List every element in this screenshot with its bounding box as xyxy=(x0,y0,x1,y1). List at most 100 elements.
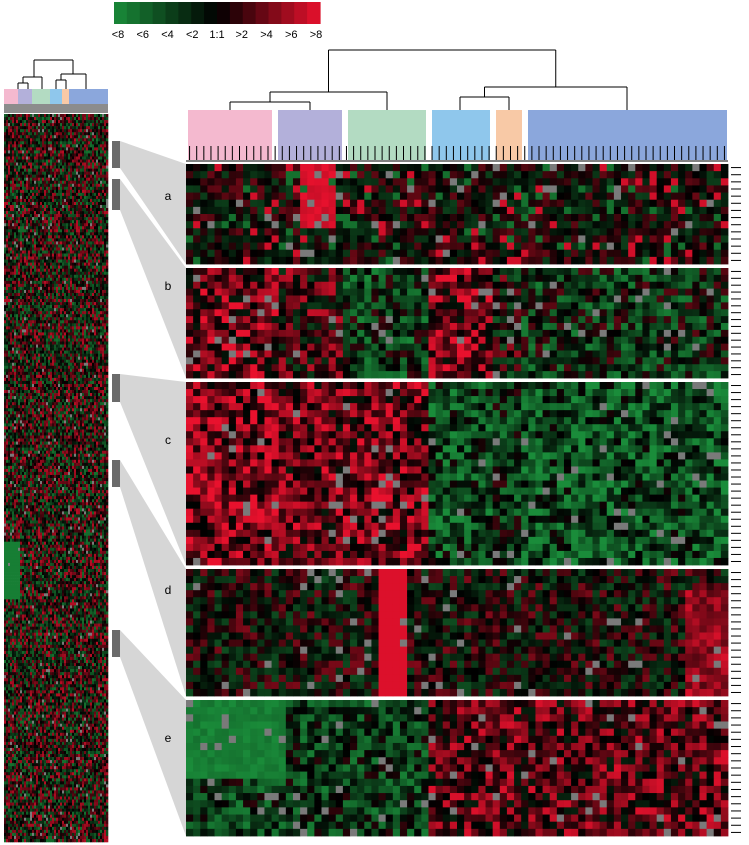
overview-cell xyxy=(54,238,57,242)
overview-cell xyxy=(8,292,11,297)
overview-cell xyxy=(50,292,53,297)
overview-cell xyxy=(88,205,91,209)
overview-cell xyxy=(60,289,63,294)
overview-cell xyxy=(84,174,87,178)
overview-cell xyxy=(70,329,73,333)
overview-cell xyxy=(98,144,101,148)
overview-cell xyxy=(102,220,105,224)
overview-cell xyxy=(78,393,81,397)
overview-cell xyxy=(104,192,107,197)
overview-cell xyxy=(18,241,21,245)
overview-cell xyxy=(54,226,57,230)
overview-cell xyxy=(60,356,63,360)
overview-cell xyxy=(84,150,87,154)
overview-cell xyxy=(58,253,61,257)
overview-cell xyxy=(60,168,63,172)
overview-cell xyxy=(72,214,75,218)
overview-cell xyxy=(74,129,77,133)
overview-cell xyxy=(30,344,33,348)
overview-cell xyxy=(64,262,67,266)
overview-cell xyxy=(50,232,53,236)
overview-cell xyxy=(90,177,93,182)
overview-cell xyxy=(10,208,13,212)
overview-cell xyxy=(56,286,59,291)
overview-cell xyxy=(96,262,99,266)
overview-cell xyxy=(40,180,43,185)
overview-cell xyxy=(28,335,31,339)
overview-cell xyxy=(102,208,105,212)
overview-cell xyxy=(4,250,7,254)
overview-cell xyxy=(84,156,87,160)
overview-cell xyxy=(56,256,59,260)
overview-cell xyxy=(104,329,107,333)
overview-cell xyxy=(4,289,7,294)
overview-cell xyxy=(34,335,37,339)
overview-cell xyxy=(48,347,51,351)
overview-cell xyxy=(80,371,83,376)
overview-cell xyxy=(14,265,17,269)
overview-cell xyxy=(64,341,67,345)
overview-cell xyxy=(28,271,31,276)
overview-cell xyxy=(58,229,61,233)
overview-cell xyxy=(76,156,79,160)
overview-cell xyxy=(26,241,29,245)
overview-cell xyxy=(86,201,89,206)
overview-cell xyxy=(82,332,85,336)
overview-cell xyxy=(74,320,77,324)
overview-cell xyxy=(38,195,41,200)
overview-cell xyxy=(4,144,7,148)
overview-cell xyxy=(76,144,79,148)
overview-cell xyxy=(34,174,37,178)
overview-cell xyxy=(62,174,65,178)
overview-cell xyxy=(6,335,9,339)
overview-cell xyxy=(26,208,29,212)
overview-cell xyxy=(86,141,89,145)
overview-cell xyxy=(54,356,57,360)
overview-cell xyxy=(104,138,107,142)
overview-cell xyxy=(10,177,13,182)
overview-cell xyxy=(52,320,55,324)
overview-cell xyxy=(16,120,19,124)
overview-cell xyxy=(6,183,9,188)
overview-cell xyxy=(86,268,89,273)
overview-cell xyxy=(56,250,59,254)
overview-cell xyxy=(104,189,107,194)
overview-cell xyxy=(84,180,87,185)
overview-cell xyxy=(34,168,37,172)
overview-cell xyxy=(58,198,61,203)
overview-cell xyxy=(68,132,71,136)
overview-cell xyxy=(74,314,77,318)
overview-cell xyxy=(48,186,51,191)
overview-cell xyxy=(14,296,17,300)
overview-cell xyxy=(22,214,25,218)
overview-cell xyxy=(6,126,9,130)
overview-cell xyxy=(80,214,83,218)
overview-cell xyxy=(104,323,107,327)
overview-cell xyxy=(22,344,25,348)
overview-cell xyxy=(100,235,103,239)
overview-cell xyxy=(94,329,97,333)
overview-cell xyxy=(88,183,91,188)
overview-cell xyxy=(12,238,15,242)
overview-cell xyxy=(100,165,103,169)
overview-cell xyxy=(44,323,47,327)
overview-cell xyxy=(24,256,27,260)
overview-cell xyxy=(8,168,11,172)
overview-cell xyxy=(100,359,103,364)
overview-cell xyxy=(44,135,47,139)
overview-cell xyxy=(50,156,53,160)
overview-cell xyxy=(94,177,97,182)
overview-cell xyxy=(62,211,65,215)
overview-cell xyxy=(18,350,21,354)
overview-cell xyxy=(46,165,49,169)
overview-cell xyxy=(14,271,17,276)
overview-cell xyxy=(34,377,37,382)
overview-cell xyxy=(16,241,19,245)
overview-cell xyxy=(14,147,17,151)
overview-cell xyxy=(78,195,81,200)
overview-cell xyxy=(50,250,53,254)
overview-cell xyxy=(90,132,93,136)
overview-cell xyxy=(44,289,47,294)
overview-cell xyxy=(14,302,17,306)
overview-cell xyxy=(50,183,53,188)
